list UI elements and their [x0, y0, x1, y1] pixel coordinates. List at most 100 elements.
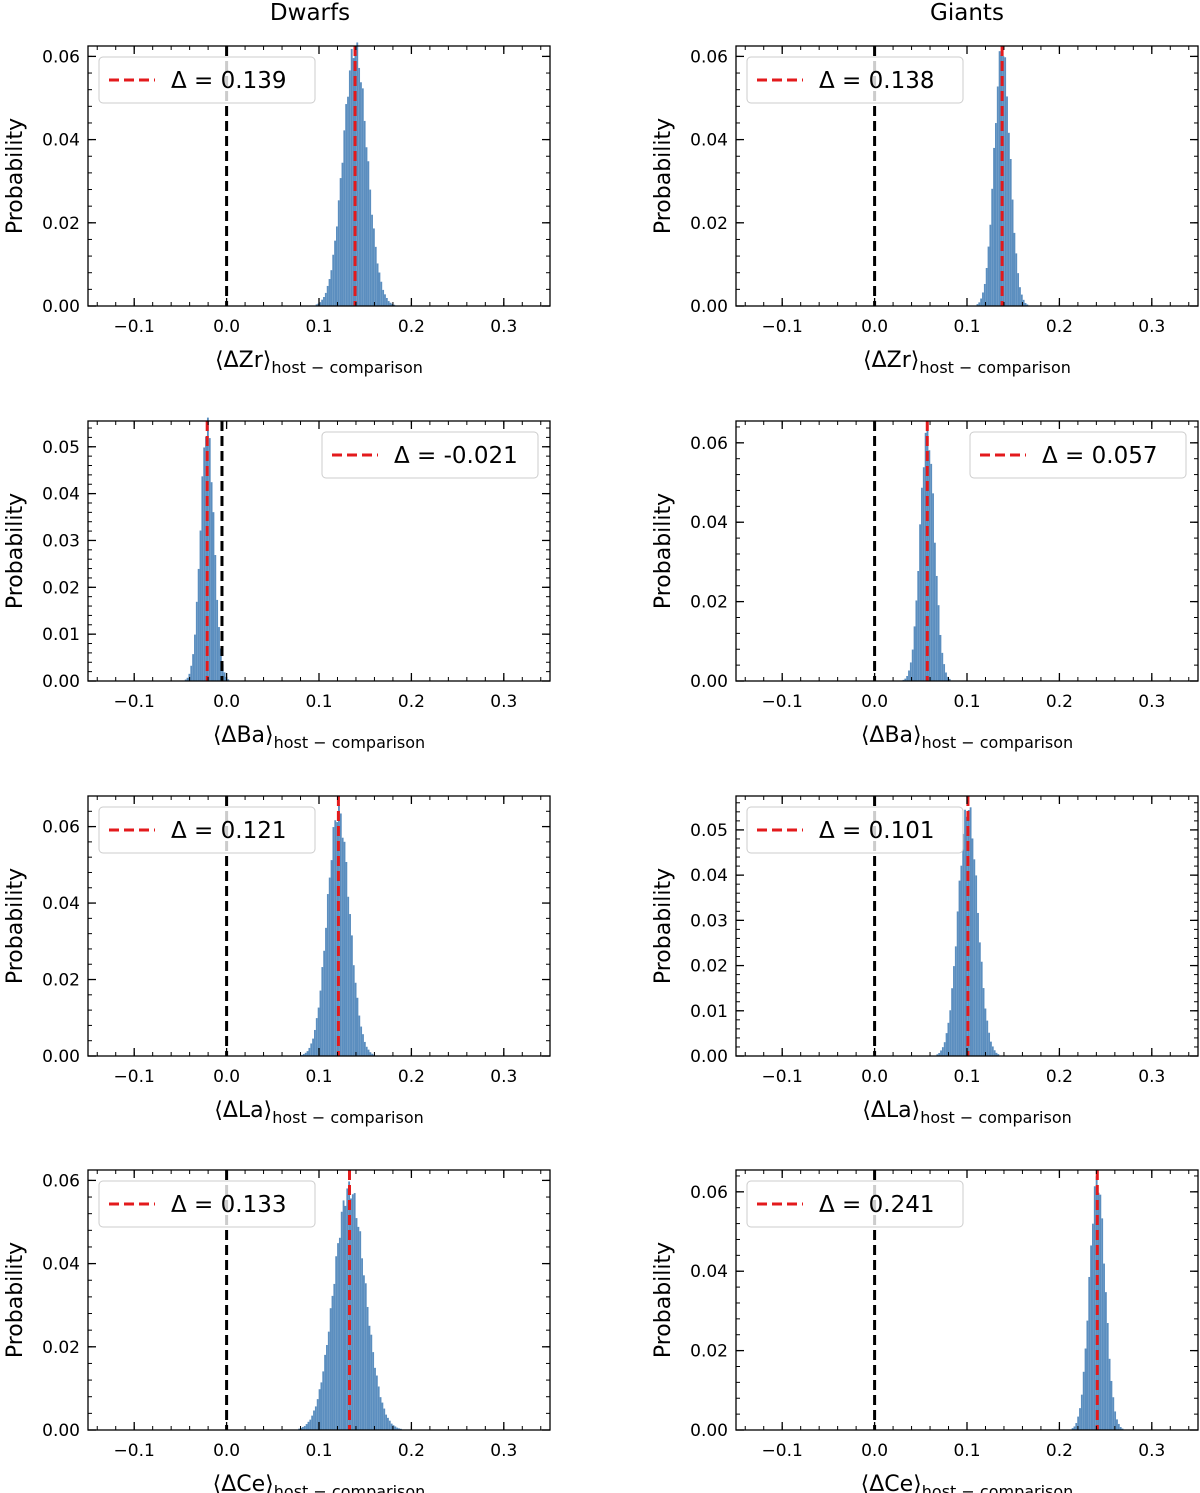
chart-0-ytick-label: 0.00 [42, 297, 80, 317]
chart-3-hist-bar [361, 1258, 363, 1430]
chart-6-hist-bar [954, 946, 957, 1056]
chart-0-ytick-label: 0.02 [42, 214, 80, 234]
chart-4-ytick-label: 0.02 [690, 214, 728, 234]
chart-2-hist-bar [367, 1049, 370, 1056]
chart-5-xtick-label: −0.1 [762, 692, 803, 712]
chart-2-hist-bar [308, 1047, 311, 1056]
chart-1-legend-box [321, 431, 539, 479]
chart-3-hist-bar [346, 1188, 349, 1430]
chart-0-hist-bar [387, 301, 390, 306]
chart-5-xtick-label: 0.1 [953, 692, 980, 712]
chart-5-hist-bar [939, 634, 942, 681]
column-title-giants: Giants [930, 0, 1004, 26]
chart-7-hist-bar [1114, 1411, 1117, 1430]
chart-7-hist-bar [1079, 1408, 1081, 1430]
chart-6-hist-bar [969, 807, 972, 1056]
chart-0-hist-bar [382, 289, 385, 306]
chart-2-xlabel-main: ⟨ΔLa⟩ [214, 1098, 272, 1123]
chart-6-hist-bar [947, 1022, 950, 1056]
chart-4-ylabel: Probability [651, 118, 676, 234]
chart-0-hist-bar [378, 272, 381, 306]
chart-3-hist-bar [372, 1352, 375, 1430]
chart-3-xtick-label: 0.0 [213, 1441, 240, 1461]
chart-0-hist-bar [384, 294, 386, 306]
chart-0-hist-bar [328, 279, 331, 306]
chart-5-xtick-label: 0.0 [861, 692, 888, 712]
chart-1-hist-bar [201, 476, 204, 681]
chart-7-hist-bar [1106, 1323, 1109, 1430]
chart-2-hist-bar [325, 927, 327, 1056]
chart-0-hist-bar [326, 285, 329, 306]
chart-5-legend-label: Δ = 0.057 [1042, 443, 1157, 469]
chart-5-hist-bar [946, 676, 949, 681]
chart-1-hist-bar [216, 599, 219, 681]
chart-7-hist-bar [1119, 1427, 1122, 1430]
chart-0-xtick-label: 0.2 [398, 317, 425, 337]
chart-0-hist-bar [315, 304, 318, 306]
chart-6-hist-bar [951, 988, 954, 1056]
column-title-dwarfs: Dwarfs [270, 0, 350, 26]
chart-6-hist-bar [991, 1046, 994, 1056]
chart-2-hist-bar [339, 813, 342, 1056]
chart-6-ytick-label: 0.04 [690, 866, 728, 886]
chart-1-hist-bar [210, 482, 213, 681]
chart-2-xtick-label: −0.1 [114, 1067, 155, 1087]
chart-7-hist-bar [1092, 1223, 1094, 1430]
chart-2-hist-bar [312, 1038, 315, 1056]
chart-7-hist-bar [1103, 1263, 1105, 1430]
chart-7-hist-bar [1112, 1397, 1115, 1430]
chart-3-hist-bar [387, 1417, 389, 1430]
chart-2-hist-bar [334, 820, 337, 1056]
chart-2-hist-bar [319, 990, 322, 1056]
chart-2-hist-bar [341, 837, 344, 1056]
chart-0-xtick-label: 0.3 [490, 317, 517, 337]
chart-5-hist-bar [919, 524, 922, 681]
chart-1-ytick-label: 0.01 [42, 625, 80, 645]
chart-4-hist-bar [996, 86, 999, 306]
chart-0-xlabel-main: ⟨ΔZr⟩ [215, 348, 271, 373]
chart-3-hist-bar [344, 1205, 347, 1430]
chart-3-hist-bar [385, 1414, 388, 1430]
chart-4-hist-bar [1022, 299, 1025, 306]
chart-0-hist-bar [369, 189, 372, 306]
chart-7-hist-bar [1110, 1380, 1113, 1430]
chart-5-ylabel: Probability [651, 493, 676, 609]
chart-4-hist-bar [980, 298, 983, 306]
chart-1-panel: −0.1 0.0 0.1 0.2 0.3 0.00 0.01 0.02 0.03 0.04 0.05… [3, 417, 551, 752]
chart-0-xlabel: ⟨ΔZr⟩host − comparison [215, 348, 423, 377]
chart-3-hist-bar [351, 1194, 354, 1430]
chart-6-hist-bar [964, 809, 966, 1056]
chart-2-hist-bar [345, 861, 348, 1056]
chart-7-hist-bar [1099, 1194, 1102, 1430]
chart-3-hist-bar [398, 1428, 400, 1430]
chart-5-panel: −0.1 0.0 0.1 0.2 0.3 0.00 0.02 0.04 0.06 Probabil… [651, 420, 1199, 752]
chart-6-hist-bar [940, 1050, 942, 1056]
chart-4-hist-bar [994, 123, 997, 306]
chart-3-hist-bar [318, 1389, 321, 1430]
chart-7-hist-bar [1117, 1423, 1120, 1430]
chart-2-legend-label: Δ = 0.121 [171, 818, 286, 844]
chart-7-hist-bar [1101, 1218, 1104, 1430]
chart-0-hist-bar [391, 303, 394, 306]
chart-1-xlabel-sub: host − comparison [274, 733, 426, 752]
chart-3-hist-bar [303, 1425, 306, 1430]
chart-6-hist-bar [982, 988, 985, 1056]
chart-4-legend-label: Δ = 0.138 [819, 68, 934, 94]
chart-2-ylabel: Probability [3, 868, 28, 984]
chart-3-hist-bar [359, 1231, 362, 1430]
chart-7-xtick-label: 0.3 [1138, 1441, 1165, 1461]
chart-5-hist-bar [926, 424, 929, 681]
chart-3-legend-box [98, 1180, 316, 1228]
chart-4-xlabel: ⟨ΔZr⟩host − comparison [863, 348, 1071, 377]
chart-0-hist-bar [348, 70, 351, 306]
chart-2-hist-bar [349, 914, 351, 1056]
chart-7-hist-bar [1088, 1276, 1091, 1430]
chart-3-hist-bar [388, 1420, 391, 1430]
chart-1-ylabel: Probability [3, 493, 28, 609]
chart-2-hist-bar [314, 1029, 316, 1056]
chart-2-hist-bar [306, 1051, 309, 1056]
chart-7-hist-bar [1071, 1428, 1074, 1430]
chart-2-hist-bar [363, 1041, 366, 1056]
chart-2-xtick-label: 0.2 [398, 1067, 425, 1087]
chart-7-hist-bar [1075, 1423, 1078, 1430]
